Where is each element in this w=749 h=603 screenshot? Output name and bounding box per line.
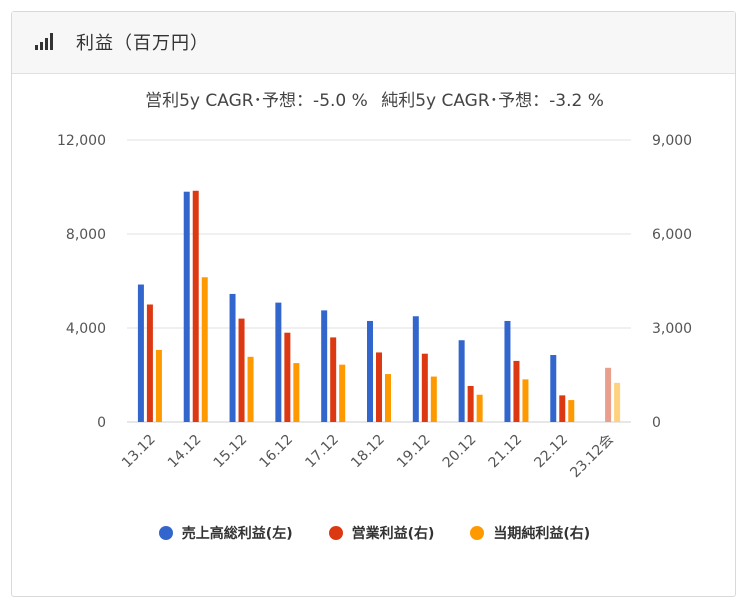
bar-net <box>201 277 208 422</box>
bar-net <box>430 376 437 422</box>
bar-gross <box>183 191 190 422</box>
bar-signal-icon <box>35 33 53 50</box>
bar-net <box>476 394 483 422</box>
x-axis-tick-label: 13.12 <box>119 432 159 472</box>
left-axis-tick-label: 12,000 <box>57 133 106 149</box>
bar-gross <box>321 310 328 422</box>
bar-net <box>614 382 621 422</box>
bar-operating <box>146 304 153 422</box>
bar-net <box>339 364 346 422</box>
bar-net <box>293 363 300 422</box>
bar-operating <box>559 395 566 422</box>
bar-gross <box>458 340 465 422</box>
bar-gross <box>504 320 511 422</box>
legend-dot-operating <box>328 526 343 540</box>
bar-net <box>385 374 391 422</box>
right-axis-tick-label: 3,000 <box>652 321 692 337</box>
legend-label-gross: 売上高総利益(左) <box>181 526 293 542</box>
bar-operating <box>284 332 291 422</box>
right-axis-tick-label: 9,000 <box>652 133 692 149</box>
profit-card: 利益（百万円） <box>11 11 736 597</box>
x-axis-tick-label: 16.12 <box>257 432 297 472</box>
bar-operating <box>513 360 520 422</box>
x-axis-tick-label: 15.12 <box>211 432 251 472</box>
left-axis-tick-label: 8,000 <box>66 227 106 243</box>
bar-operating <box>467 385 474 422</box>
legend-item-gross[interactable]: 売上高総利益(左) <box>158 523 293 543</box>
bar-operating <box>605 367 612 422</box>
bar-gross <box>229 293 236 422</box>
card-title: 利益（百万円） <box>76 33 209 54</box>
legend-item-operating[interactable]: 営業利益(右) <box>328 523 435 543</box>
bar-gross <box>137 284 144 422</box>
right-axis-tick-label: 0 <box>652 415 661 431</box>
left-axis-tick-label: 0 <box>97 415 106 431</box>
bar-net <box>568 400 575 422</box>
bar-gross <box>412 316 419 422</box>
left-axis-tick-label: 4,000 <box>66 321 106 337</box>
x-axis-tick-label: 23.12会 <box>567 432 617 482</box>
x-axis-tick-label: 19.12 <box>394 432 434 472</box>
x-axis-tick-label: 20.12 <box>440 432 480 472</box>
legend-dot-gross <box>158 526 173 540</box>
legend-item-net[interactable]: 当期純利益(右) <box>470 523 590 543</box>
bar-net <box>247 356 254 422</box>
legend-label-net: 当期純利益(右) <box>493 526 591 542</box>
bar-net <box>155 349 162 422</box>
net-cagr: 純利5y CAGR･予想：-3.2 % <box>381 91 604 111</box>
x-axis-tick-label: 17.12 <box>302 432 342 472</box>
bar-gross <box>367 320 373 422</box>
chart-subtitle: 営利5y CAGR･予想：-5.0 % 純利5y CAGR･予想：-3.2 % <box>0 86 749 111</box>
x-axis-tick-label: 22.12 <box>531 432 571 472</box>
chart-legend: 売上高総利益(左) 営業利益(右) 当期純利益(右) <box>0 523 749 543</box>
operating-cagr: 営利5y CAGR･予想：-5.0 % <box>145 91 368 111</box>
x-axis-tick-label: 18.12 <box>348 432 388 472</box>
legend-label-operating: 営業利益(右) <box>351 526 435 542</box>
bar-operating <box>330 337 337 422</box>
x-axis-tick-label: 21.12 <box>486 432 526 472</box>
bar-operating <box>376 352 382 422</box>
bar-operating <box>192 190 199 422</box>
x-axis-tick-label: 14.12 <box>165 432 205 472</box>
bar-gross <box>550 355 557 422</box>
legend-dot-net <box>470 526 485 540</box>
bar-operating <box>238 318 245 422</box>
bar-operating <box>421 353 428 422</box>
bar-net <box>522 379 529 422</box>
right-axis-tick-label: 6,000 <box>652 227 692 243</box>
bar-gross <box>275 302 282 422</box>
card-header: 利益（百万円） <box>12 12 735 74</box>
